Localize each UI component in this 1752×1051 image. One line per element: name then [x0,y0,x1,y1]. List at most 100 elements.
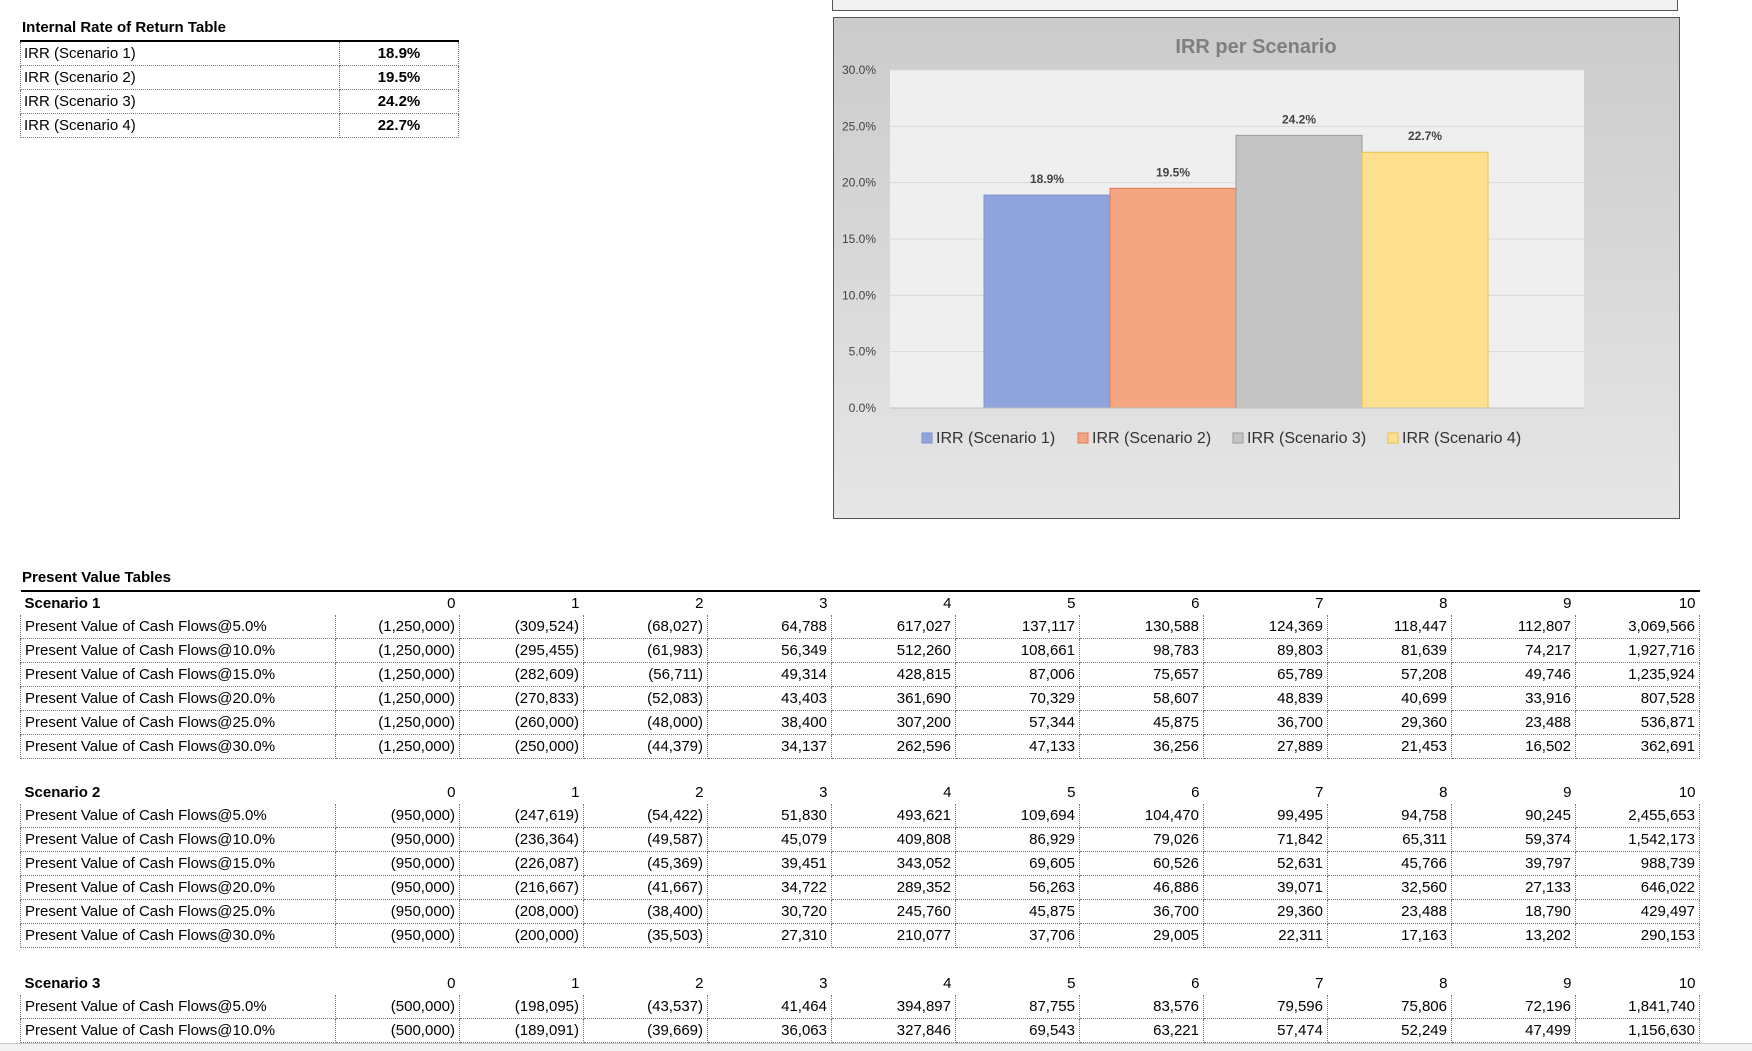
period-header[interactable]: 3 [819,975,828,992]
pv-cell[interactable]: 74,217 [1451,638,1576,663]
pv-cell[interactable]: 29,360 [1327,710,1452,735]
pv-cell[interactable]: 94,758 [1327,804,1452,828]
pv-cell[interactable]: 36,256 [1079,734,1204,759]
pv-cell[interactable]: 70,329 [955,686,1080,711]
pv-cell[interactable]: 45,766 [1327,851,1452,876]
pv-cell[interactable]: 47,133 [955,734,1080,759]
pv-cell[interactable]: 536,871 [1575,710,1700,735]
pv-cell[interactable]: (950,000) [335,851,460,876]
pv-cell[interactable]: 34,722 [707,875,832,900]
pv-cell[interactable]: 137,117 [955,615,1080,639]
pv-cell[interactable]: 89,803 [1203,638,1328,663]
pv-cell[interactable]: 13,202 [1451,923,1576,948]
pv-cell[interactable]: (250,000) [459,734,584,759]
pv-cell[interactable]: 38,400 [707,710,832,735]
pv-cell[interactable]: (500,000) [335,1018,460,1043]
pv-cell[interactable]: 39,797 [1451,851,1576,876]
irr-row-value[interactable]: 18.9% [339,40,459,66]
pv-cell[interactable]: 30,720 [707,899,832,924]
period-header[interactable]: 9 [1563,784,1572,801]
row-label[interactable]: Present Value of Cash Flows@15.0% [20,662,336,687]
period-header[interactable]: 8 [1439,784,1448,801]
pv-cell[interactable]: 75,806 [1327,995,1452,1019]
pv-cell[interactable]: 646,022 [1575,875,1700,900]
pv-cell[interactable]: 37,706 [955,923,1080,948]
pv-cell[interactable]: (260,000) [459,710,584,735]
row-label[interactable]: Present Value of Cash Flows@5.0% [20,615,336,639]
pv-cell[interactable]: 112,807 [1451,615,1576,639]
row-label[interactable]: Present Value of Cash Flows@10.0% [20,827,336,852]
pv-cell[interactable]: 27,133 [1451,875,1576,900]
pv-cell[interactable]: 39,451 [707,851,832,876]
pv-cell[interactable]: (68,027) [583,615,708,639]
pv-cell[interactable]: 108,661 [955,638,1080,663]
pv-cell[interactable]: 210,077 [831,923,956,948]
pv-cell[interactable]: 64,788 [707,615,832,639]
pv-cell[interactable]: (52,083) [583,686,708,711]
pv-cell[interactable]: 343,052 [831,851,956,876]
irr-row-value[interactable]: 24.2% [339,89,459,114]
pv-cell[interactable]: 41,464 [707,995,832,1019]
pv-cell[interactable]: 2,455,653 [1575,804,1700,828]
pv-cell[interactable]: 56,263 [955,875,1080,900]
row-label[interactable]: Present Value of Cash Flows@15.0% [20,851,336,876]
irr-row-label[interactable]: IRR (Scenario 1) [20,40,340,66]
pv-cell[interactable]: 69,605 [955,851,1080,876]
pv-cell[interactable]: 46,886 [1079,875,1204,900]
pv-cell[interactable]: 807,528 [1575,686,1700,711]
pv-cell[interactable]: 56,349 [707,638,832,663]
pv-cell[interactable]: (45,369) [583,851,708,876]
pv-cell[interactable]: 409,808 [831,827,956,852]
pv-cell[interactable]: 22,311 [1203,923,1328,948]
pv-cell[interactable]: 79,026 [1079,827,1204,852]
pv-cell[interactable]: 52,249 [1327,1018,1452,1043]
pv-cell[interactable]: 57,208 [1327,662,1452,687]
pv-cell[interactable]: 98,783 [1079,638,1204,663]
row-label[interactable]: Present Value of Cash Flows@5.0% [20,804,336,828]
pv-cell[interactable]: 290,153 [1575,923,1700,948]
period-header[interactable]: 2 [695,595,704,612]
pv-cell[interactable]: (295,455) [459,638,584,663]
pv-cell[interactable]: 361,690 [831,686,956,711]
pv-cell[interactable]: 87,006 [955,662,1080,687]
pv-cell[interactable]: (39,669) [583,1018,708,1043]
pv-cell[interactable]: 109,694 [955,804,1080,828]
pv-cell[interactable]: (1,250,000) [335,734,460,759]
pv-cell[interactable]: (1,250,000) [335,638,460,663]
pv-cell[interactable]: 34,137 [707,734,832,759]
period-header[interactable]: 6 [1191,784,1200,801]
pv-cell[interactable]: (236,364) [459,827,584,852]
pv-cell[interactable]: 52,631 [1203,851,1328,876]
pv-cell[interactable]: (1,250,000) [335,662,460,687]
period-header[interactable]: 7 [1315,975,1324,992]
period-header[interactable]: 8 [1439,975,1448,992]
row-label[interactable]: Present Value of Cash Flows@10.0% [20,638,336,663]
pv-cell[interactable]: 429,497 [1575,899,1700,924]
pv-cell[interactable]: 18,790 [1451,899,1576,924]
period-header[interactable]: 4 [943,595,952,612]
period-header[interactable]: 2 [695,975,704,992]
pv-cell[interactable]: 90,245 [1451,804,1576,828]
pv-cell[interactable]: (950,000) [335,923,460,948]
period-header[interactable]: 6 [1191,595,1200,612]
period-header[interactable]: 1 [571,975,580,992]
pv-cell[interactable]: 36,063 [707,1018,832,1043]
period-header[interactable]: 9 [1563,975,1572,992]
period-header[interactable]: 6 [1191,975,1200,992]
pv-cell[interactable]: 45,875 [1079,710,1204,735]
pv-cell[interactable]: (61,983) [583,638,708,663]
pv-cell[interactable]: (41,667) [583,875,708,900]
pv-cell[interactable]: (35,503) [583,923,708,948]
pv-cell[interactable]: 124,369 [1203,615,1328,639]
pv-cell[interactable]: 58,607 [1079,686,1204,711]
row-label[interactable]: Present Value of Cash Flows@30.0% [20,923,336,948]
irr-row-value[interactable]: 19.5% [339,65,459,90]
period-header[interactable]: 7 [1315,595,1324,612]
pv-cell[interactable]: 47,499 [1451,1018,1576,1043]
pv-cell[interactable]: 40,699 [1327,686,1452,711]
pv-cell[interactable]: 29,360 [1203,899,1328,924]
pv-cell[interactable]: 39,071 [1203,875,1328,900]
pv-cell[interactable]: 49,314 [707,662,832,687]
pv-cell[interactable]: (270,833) [459,686,584,711]
irr-row-label[interactable]: IRR (Scenario 4) [20,113,340,138]
